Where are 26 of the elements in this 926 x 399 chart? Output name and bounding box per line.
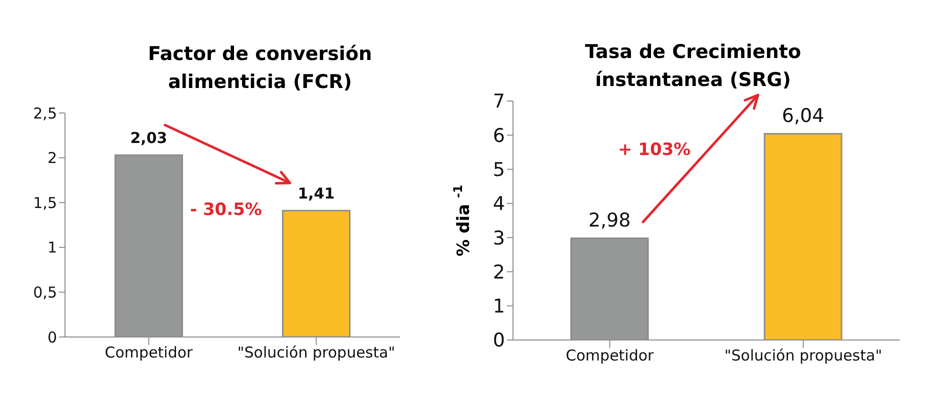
y-tick-label: 6: [492, 124, 505, 147]
x-tick-label: Competidor: [566, 346, 655, 365]
y-tick-label: 1,5: [33, 194, 57, 212]
y-tick-label: 3: [492, 227, 505, 250]
y-tick-label: 0: [47, 328, 57, 346]
annotation: + 103%: [618, 140, 691, 160]
y-tick-label: 5: [492, 159, 505, 182]
chart-title: Tasa de Crecimiento ínstantanea (SRG): [584, 40, 802, 93]
y-tick-label: 1: [492, 296, 505, 318]
x-tick-label: Competidor: [104, 344, 194, 362]
data-label: 1,41: [298, 184, 335, 203]
data-label: 6,04: [782, 104, 824, 127]
annotation: - 30.5%: [190, 200, 262, 220]
y-tick-label: 2: [492, 261, 505, 284]
y-tick-label: 2,5: [33, 104, 57, 122]
data-label: 2,98: [588, 209, 631, 232]
x-tick-label: "Solución propuesta": [237, 344, 396, 362]
chart-title: Factor de conversión alimenticia (FCR): [146, 42, 374, 95]
y-tick-label: 2: [47, 149, 57, 168]
y-tick-label: 1: [47, 238, 57, 257]
x-tick-label: "Solución propuesta": [724, 346, 882, 365]
y-tick-label: 0: [492, 330, 505, 352]
data-label: 2,03: [130, 129, 168, 148]
y-tick-label: 0,5: [33, 284, 57, 302]
y-tick-label: 7: [492, 90, 505, 113]
y-tick-label: 4: [492, 193, 505, 216]
